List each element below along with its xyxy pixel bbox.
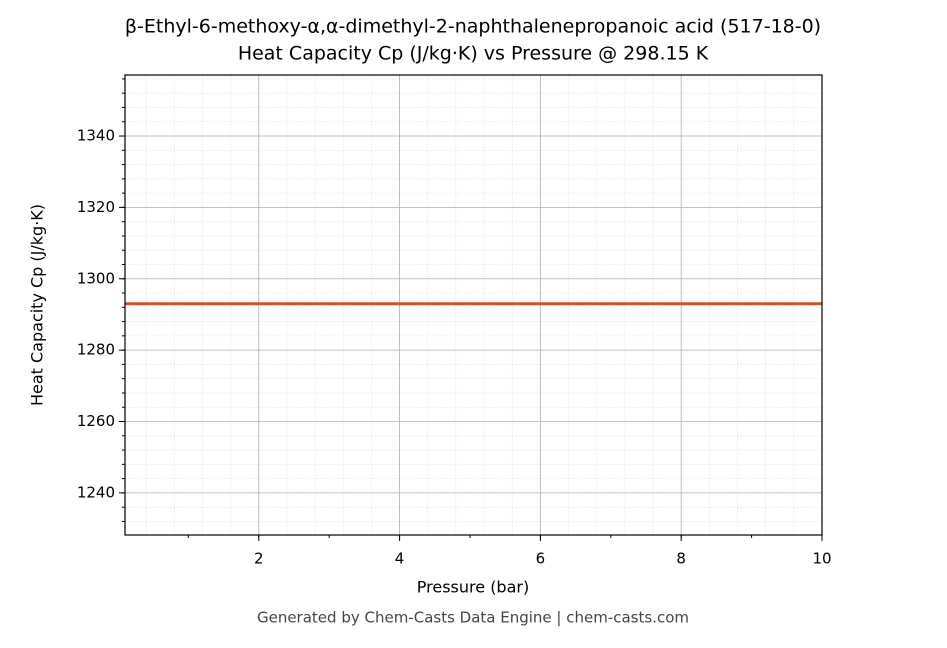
plot-frame (124, 74, 823, 536)
x-tick-label: 10 (812, 550, 831, 568)
y-tick-label: 1300 (77, 269, 115, 287)
y-tick-label: 1340 (77, 127, 115, 145)
y-tick-label: 1280 (77, 341, 115, 359)
y-axis-label: Heat Capacity Cp (J/kg·K) (28, 204, 47, 406)
x-axis-label: Pressure (bar) (417, 578, 529, 597)
chart-title: β-Ethyl-6-methoxy-α,α-dimethyl-2-naphtha… (125, 16, 821, 38)
x-tick-label: 4 (395, 550, 405, 568)
x-tick-label: 8 (676, 550, 686, 568)
footer: Generated by Chem-Casts Data Engine | ch… (257, 609, 689, 627)
x-tick-label: 2 (254, 550, 264, 568)
chart-subtitle: Heat Capacity Cp (J/kg·K) vs Pressure @ … (238, 43, 709, 65)
y-tick-label: 1320 (77, 198, 115, 216)
y-tick-label: 1240 (77, 483, 115, 501)
x-tick-label: 6 (536, 550, 546, 568)
y-tick-label: 1260 (77, 412, 115, 430)
